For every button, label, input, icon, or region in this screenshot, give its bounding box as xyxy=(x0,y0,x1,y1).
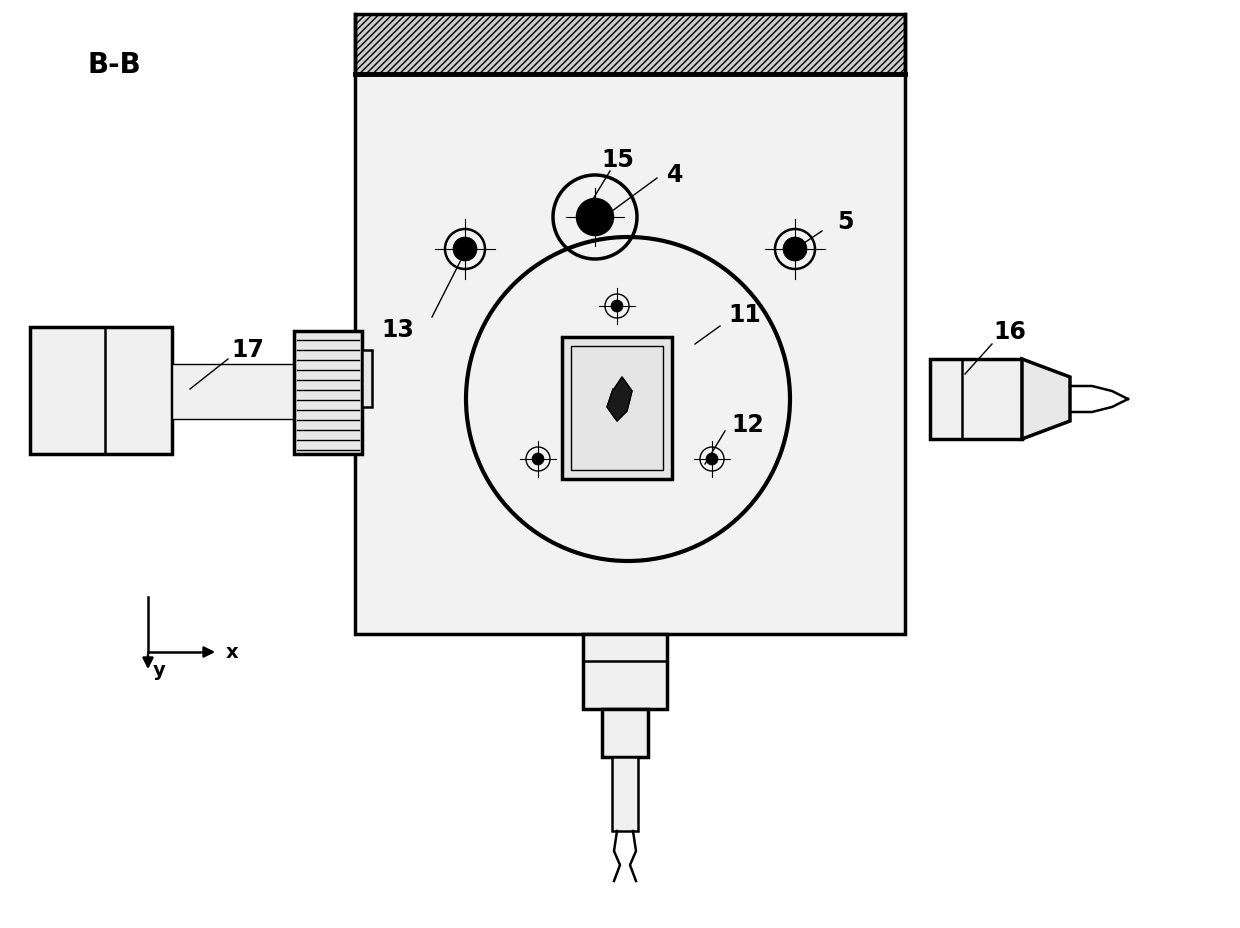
Bar xyxy=(172,365,294,419)
Circle shape xyxy=(577,200,613,236)
Bar xyxy=(562,338,672,480)
Text: 17: 17 xyxy=(232,338,264,362)
Bar xyxy=(583,635,667,709)
Circle shape xyxy=(611,301,622,313)
Text: 5: 5 xyxy=(837,210,853,234)
Bar xyxy=(613,757,639,831)
Text: 12: 12 xyxy=(732,413,764,436)
Bar xyxy=(601,709,649,757)
Text: 16: 16 xyxy=(993,319,1027,343)
Polygon shape xyxy=(1022,360,1070,440)
Text: x: x xyxy=(226,643,238,662)
Bar xyxy=(570,347,663,470)
Circle shape xyxy=(706,454,718,466)
Text: 11: 11 xyxy=(729,303,761,327)
Text: 4: 4 xyxy=(667,162,683,187)
Bar xyxy=(362,351,372,407)
Circle shape xyxy=(532,454,544,466)
Text: 13: 13 xyxy=(382,317,414,342)
Bar xyxy=(930,360,1022,440)
Text: y: y xyxy=(153,661,166,680)
Bar xyxy=(30,328,172,455)
Polygon shape xyxy=(608,378,632,421)
Text: 15: 15 xyxy=(601,148,635,172)
Bar xyxy=(294,331,362,455)
Text: B-B: B-B xyxy=(88,51,141,79)
Circle shape xyxy=(782,238,807,262)
Bar xyxy=(355,75,905,635)
Circle shape xyxy=(453,238,477,262)
Bar xyxy=(355,15,905,75)
